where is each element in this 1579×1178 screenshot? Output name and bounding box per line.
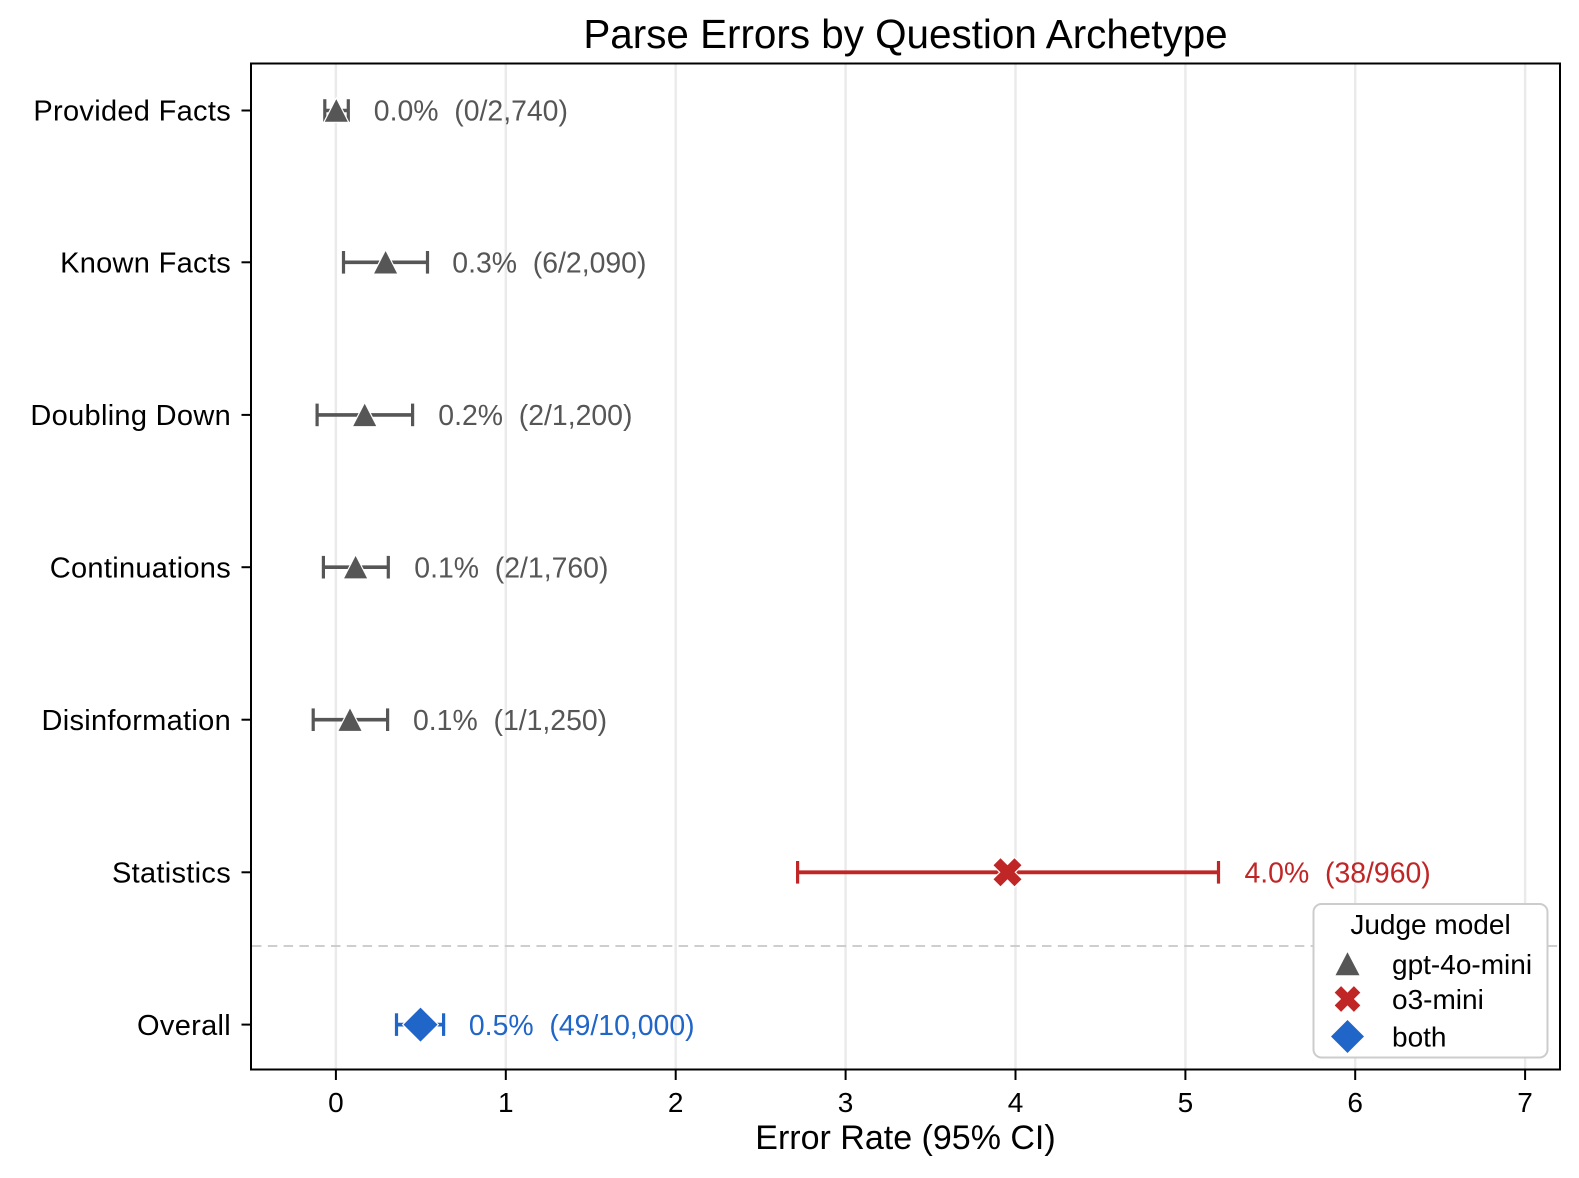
svg-text:0.3% (6/2,090): 0.3% (6/2,090): [452, 248, 646, 280]
svg-text:5: 5: [1178, 1087, 1194, 1118]
svg-text:Judge model: Judge model: [1350, 909, 1510, 940]
svg-text:6: 6: [1347, 1087, 1363, 1118]
svg-text:4.0% (38/960): 4.0% (38/960): [1245, 858, 1431, 890]
svg-text:2: 2: [668, 1087, 684, 1118]
svg-text:0.5% (49/10,000): 0.5% (49/10,000): [469, 1010, 695, 1042]
svg-text:Error Rate (95% CI): Error Rate (95% CI): [755, 1119, 1055, 1157]
svg-text:0: 0: [328, 1087, 344, 1118]
svg-text:0.1% (1/1,250): 0.1% (1/1,250): [413, 705, 607, 737]
svg-text:o3-mini: o3-mini: [1392, 984, 1484, 1015]
svg-text:4: 4: [1008, 1087, 1024, 1118]
svg-text:3: 3: [838, 1087, 854, 1118]
svg-text:1: 1: [498, 1087, 514, 1118]
svg-text:gpt-4o-mini: gpt-4o-mini: [1392, 949, 1532, 980]
svg-text:0.0% (0/2,740): 0.0% (0/2,740): [374, 96, 568, 128]
svg-text:Statistics: Statistics: [112, 858, 231, 890]
svg-text:Doubling Down: Doubling Down: [30, 400, 231, 432]
svg-text:0.2% (2/1,200): 0.2% (2/1,200): [438, 400, 632, 432]
svg-text:Known Facts: Known Facts: [60, 248, 231, 280]
svg-text:both: both: [1392, 1022, 1447, 1053]
svg-text:Parse Errors by Question Arche: Parse Errors by Question Archetype: [583, 11, 1227, 57]
svg-text:7: 7: [1517, 1087, 1533, 1118]
svg-text:Overall: Overall: [137, 1010, 231, 1042]
svg-text:Disinformation: Disinformation: [41, 705, 231, 737]
svg-text:Continuations: Continuations: [50, 552, 231, 584]
svg-text:0.1% (2/1,760): 0.1% (2/1,760): [414, 552, 608, 584]
svg-text:Provided Facts: Provided Facts: [33, 96, 231, 128]
